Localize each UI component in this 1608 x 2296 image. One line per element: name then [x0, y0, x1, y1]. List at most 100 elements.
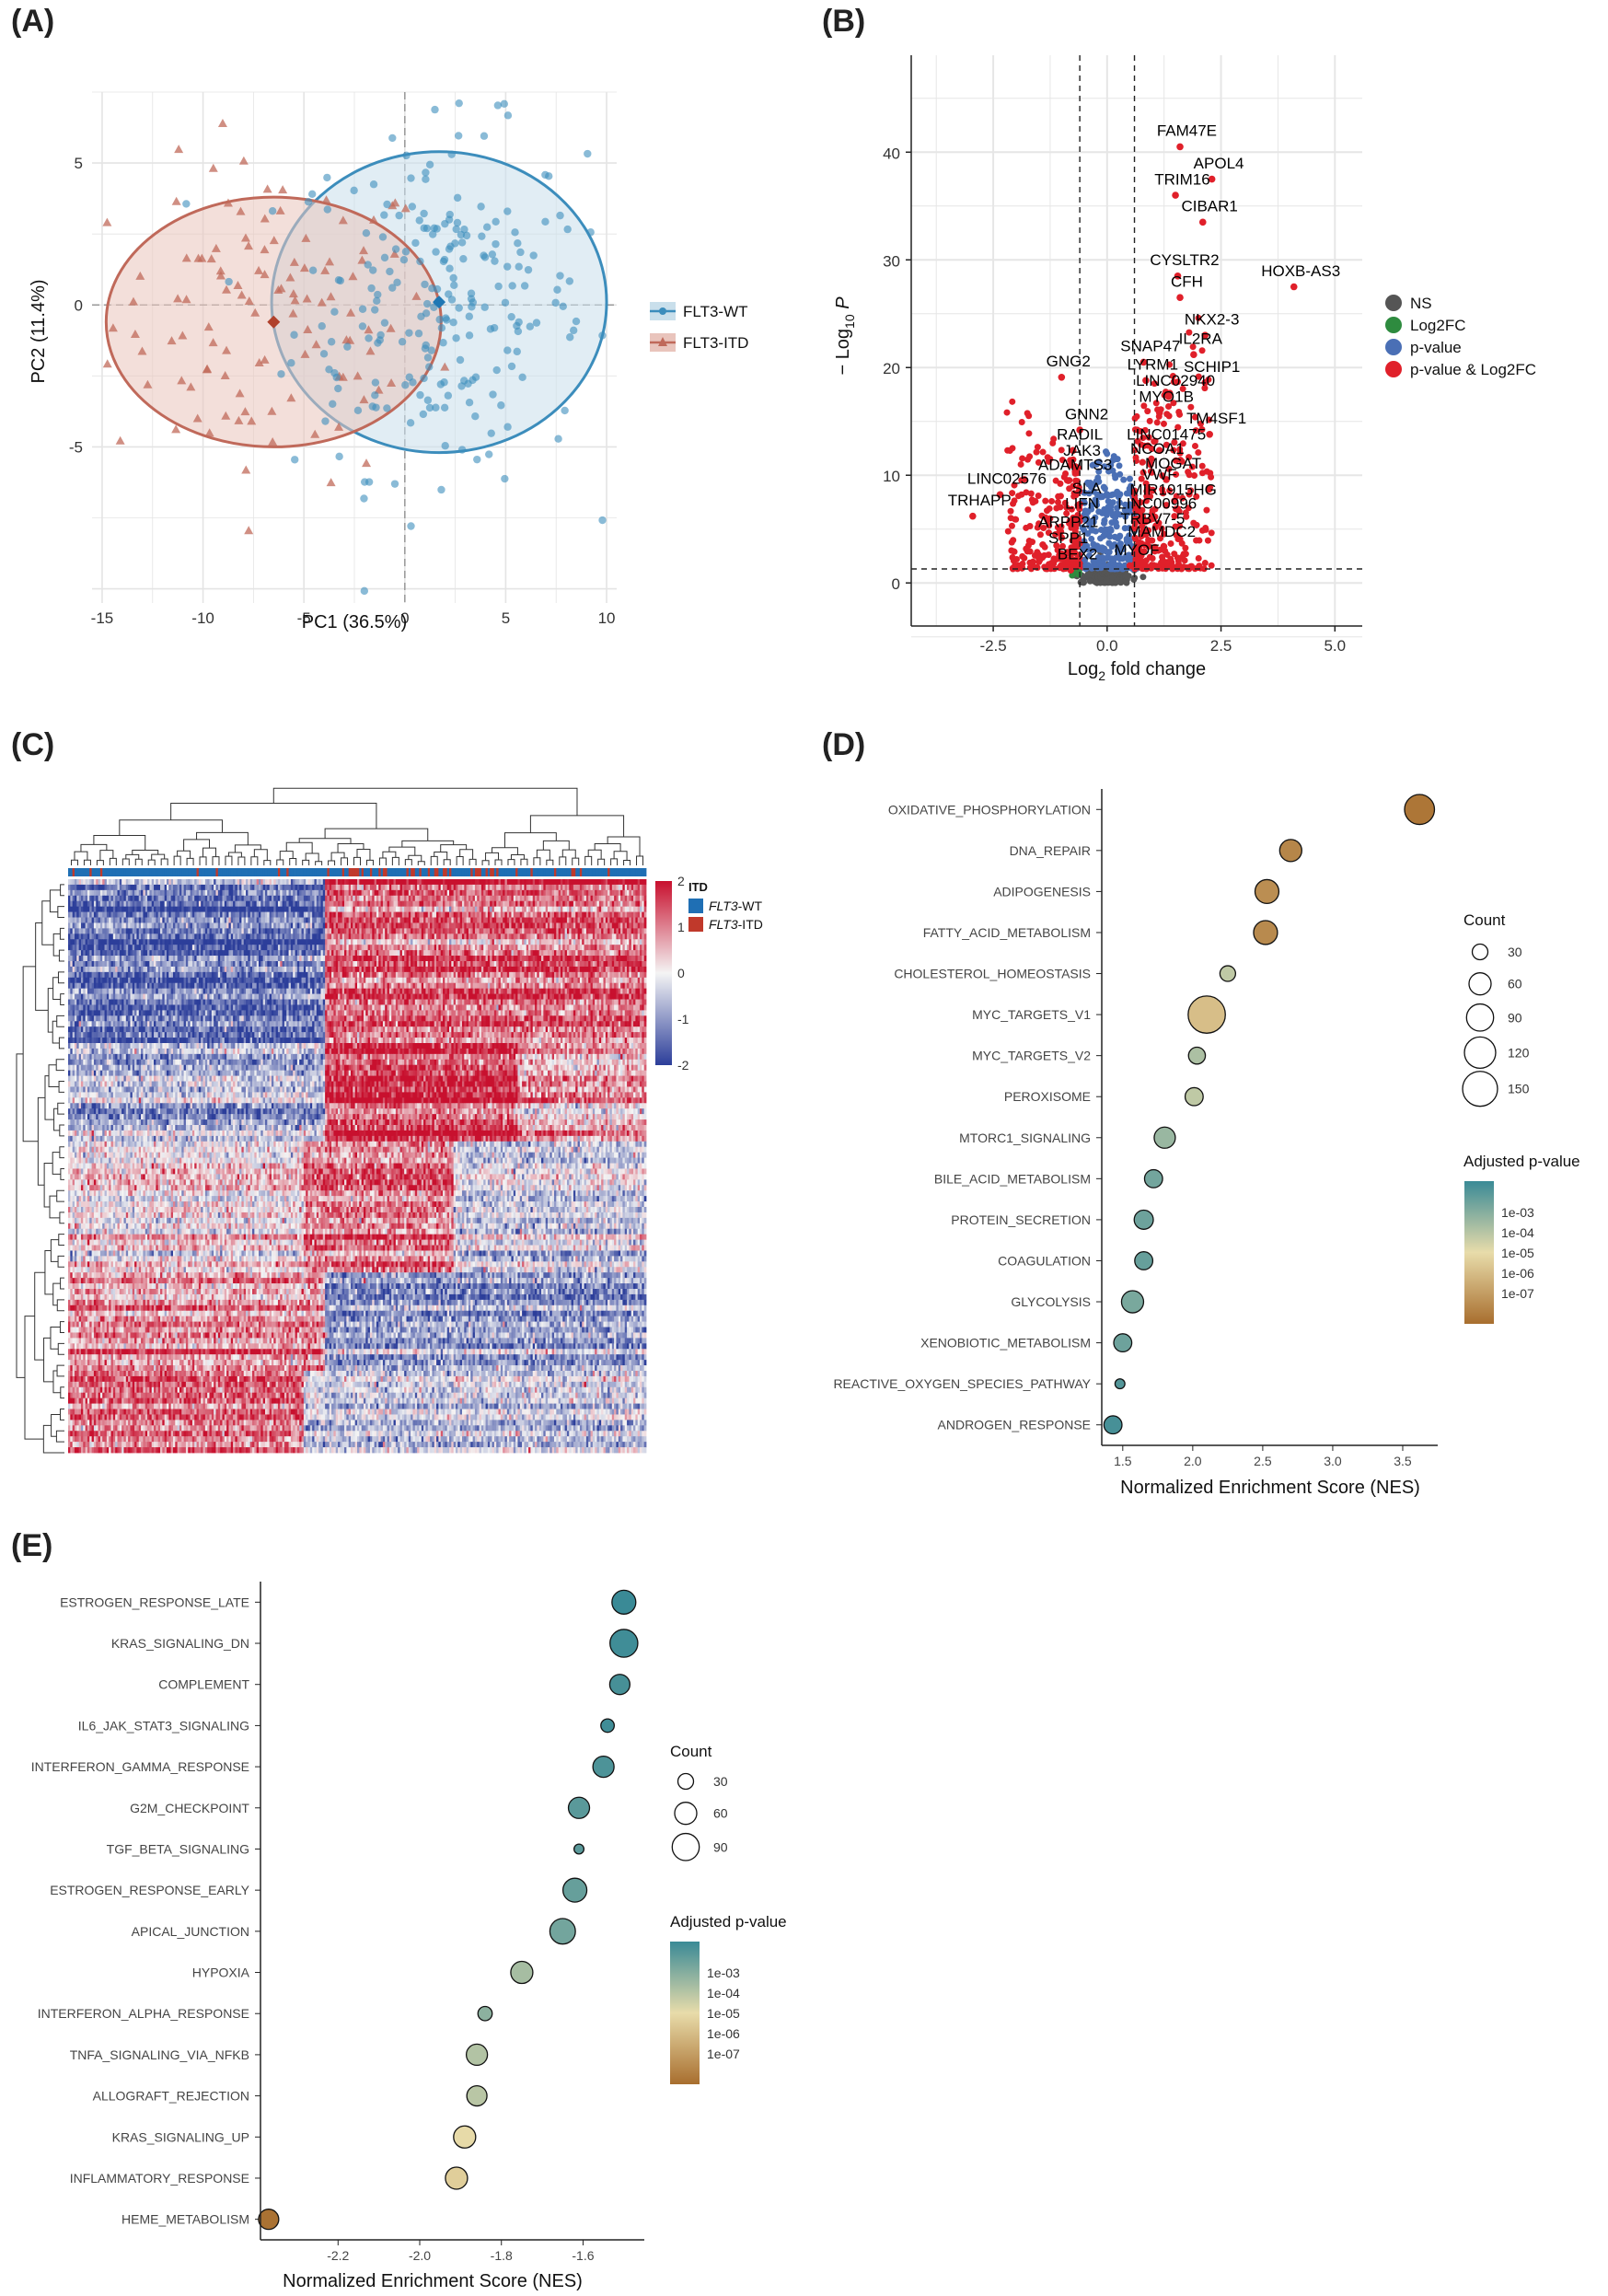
annotation-cell — [614, 868, 617, 876]
heatmap-cell — [333, 928, 337, 934]
heatmap-cell — [440, 884, 444, 891]
heatmap-cell — [391, 879, 394, 886]
heatmap-cell — [344, 884, 347, 891]
heatmap-cell — [378, 933, 381, 940]
annotation-cell — [393, 868, 397, 876]
heatmap-cell — [181, 911, 184, 918]
heatmap-cell — [588, 906, 591, 912]
panel-label-e: (E) — [11, 1528, 52, 1563]
data-point-wt — [452, 225, 460, 234]
heatmap-cell — [477, 884, 480, 891]
heatmap-cell — [235, 884, 238, 891]
heatmap-cell — [472, 895, 476, 902]
annotation-cell — [93, 868, 97, 876]
heatmap-cell — [624, 917, 628, 923]
data-point-wt — [364, 334, 373, 342]
heatmap-cell — [72, 933, 75, 940]
dendrogram-branch — [443, 859, 451, 865]
heatmap-cell — [166, 895, 169, 902]
heatmap-cell — [162, 900, 166, 908]
heatmap-cell — [115, 900, 118, 908]
heatmap-cell — [198, 906, 202, 912]
heatmap-cell — [643, 917, 647, 923]
heatmap-cell — [76, 933, 80, 940]
gene-label: BEX2 — [1058, 545, 1097, 562]
data-point-wt — [405, 373, 413, 381]
heatmap-cell — [376, 900, 379, 908]
heatmap-cell — [492, 933, 495, 940]
heatmap-cell — [357, 928, 360, 934]
significant-point — [1195, 555, 1202, 562]
data-point-itd — [208, 338, 218, 347]
heatmap-cell — [434, 884, 437, 891]
pvalue-point — [1100, 519, 1107, 527]
heatmap-cell — [288, 889, 292, 897]
significant-point — [1019, 455, 1026, 462]
dendrogram-branch — [276, 859, 284, 865]
heatmap-cell — [267, 900, 271, 908]
significant-point — [1010, 548, 1017, 555]
data-point-wt — [456, 355, 465, 365]
heatmap-cell — [585, 889, 589, 897]
dendrogram-branch — [57, 971, 64, 984]
heatmap-cell — [538, 922, 542, 929]
data-point-wt — [419, 410, 428, 419]
heatmap-cell — [102, 928, 105, 934]
heatmap-cell — [596, 917, 600, 923]
heatmap-cell — [588, 900, 591, 908]
significant-point — [1036, 531, 1044, 539]
heatmap-cell — [408, 928, 411, 934]
heatmap-cell — [401, 900, 405, 908]
annotation-cell — [177, 868, 180, 876]
heatmap-cell — [493, 917, 497, 923]
data-point-wt — [449, 273, 457, 283]
heatmap-cell — [387, 906, 390, 912]
data-point-wt — [421, 280, 429, 289]
heatmap-cell — [541, 884, 544, 891]
annotation-cell — [87, 868, 90, 876]
heatmap-cell — [466, 900, 469, 908]
heatmap-cell — [220, 906, 223, 912]
heatmap-cell — [449, 922, 452, 929]
heatmap-cell — [293, 922, 295, 929]
heatmap-cell — [513, 906, 516, 912]
heatmap-cell — [519, 928, 523, 934]
heatmap-cell — [367, 900, 371, 908]
annotation-cell — [404, 868, 407, 876]
heatmap-cell — [398, 884, 400, 891]
x-tick-label: -15 — [91, 609, 114, 627]
heatmap-cell — [271, 889, 274, 897]
heatmap-cell — [93, 928, 97, 934]
ns-point — [1085, 571, 1093, 578]
heatmap-cell — [391, 922, 394, 929]
heatmap-cell — [202, 895, 206, 902]
heatmap-cell — [455, 884, 458, 891]
heatmap-cell — [506, 906, 510, 912]
heatmap-cell — [440, 906, 444, 912]
gene-label: RADIL — [1057, 426, 1103, 444]
dendrogram-branch — [58, 1234, 64, 1247]
data-point-itd — [206, 254, 216, 263]
pvalue-point — [1111, 456, 1118, 463]
annotation-cell — [535, 868, 538, 876]
dendrogram-branch — [52, 1020, 60, 1044]
heatmap-cell — [136, 884, 140, 891]
dendrogram-branch — [49, 1195, 60, 1219]
heatmap-cell — [277, 933, 281, 940]
significant-point — [1191, 471, 1198, 479]
heatmap-cell — [509, 889, 512, 897]
heatmap-cell — [156, 911, 159, 918]
dendrogram-branch — [584, 855, 593, 865]
heatmap-cell — [414, 895, 418, 902]
heatmap-cell — [262, 895, 266, 902]
heatmap-cell — [162, 889, 166, 897]
heatmap-cell — [354, 922, 358, 929]
heatmap-cell — [376, 906, 379, 912]
heatmap-cell — [194, 911, 197, 918]
heatmap-cell — [104, 906, 108, 912]
heatmap-cell — [346, 933, 350, 940]
gene-label: SNAP47 — [1120, 338, 1180, 355]
heatmap-cell — [220, 889, 223, 897]
heatmap-cell — [134, 879, 137, 886]
heatmap-cell — [440, 933, 444, 940]
